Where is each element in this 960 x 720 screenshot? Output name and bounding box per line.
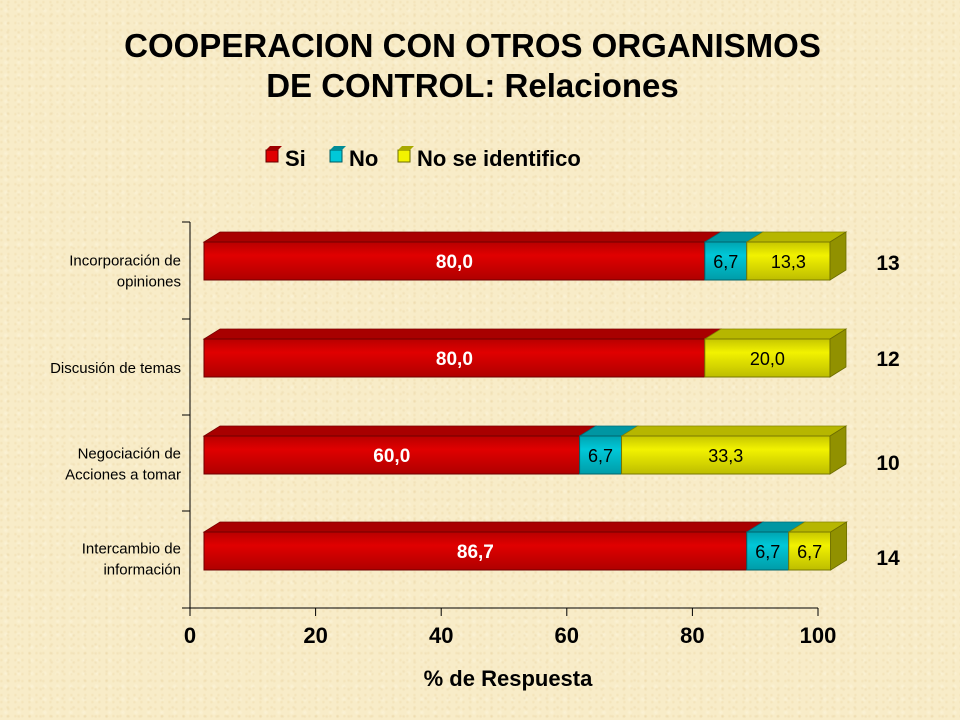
category-label: Intercambio de — [82, 541, 181, 558]
data-label: 6,7 — [755, 542, 780, 562]
data-label: 13,3 — [771, 252, 806, 272]
data-label: 6,7 — [588, 446, 613, 466]
bar-top-face — [620, 425, 848, 437]
category-label: información — [103, 562, 181, 579]
data-label: 86,7 — [457, 542, 494, 563]
legend-swatch-top — [266, 146, 282, 150]
x-tick-label: 20 — [303, 623, 327, 648]
data-label: 80,0 — [436, 252, 473, 273]
category-label: Negociación de — [78, 446, 181, 463]
legend-label: No — [349, 146, 378, 171]
bar-side-face — [830, 521, 848, 571]
bar-top-face — [202, 425, 597, 437]
bar-segment-no — [579, 435, 623, 475]
x-tick-label: 40 — [429, 623, 453, 648]
bar-segment-si — [203, 435, 581, 475]
x-tick-label: 0 — [184, 623, 196, 648]
legend-swatch-top — [398, 146, 414, 150]
bar-segment-si — [203, 531, 748, 571]
category-label: opiniones — [117, 274, 181, 291]
bar-top-face — [202, 521, 765, 533]
response-count: 10 — [876, 452, 899, 475]
data-label: 20,0 — [750, 349, 785, 369]
category-label: Discusión de temas — [50, 360, 181, 377]
response-count: 14 — [876, 547, 900, 570]
response-count: 12 — [876, 348, 899, 371]
legend-swatch — [265, 149, 279, 163]
bar-top-face — [703, 328, 848, 340]
bar-segment-no-se-identifico — [621, 435, 831, 475]
data-label: 60,0 — [373, 446, 410, 467]
data-label: 6,7 — [713, 252, 738, 272]
legend-label: No se identifico — [417, 146, 581, 171]
data-label: 33,3 — [708, 446, 743, 466]
bar-side-face — [829, 425, 847, 475]
chart-title-line-1: COOPERACION CON OTROS ORGANISMOS — [124, 27, 821, 64]
bar-side-face — [829, 231, 847, 281]
bar-segment-no — [704, 241, 748, 281]
bar-segment-no — [746, 531, 790, 571]
legend-label: Si — [285, 146, 306, 171]
response-count: 13 — [876, 252, 899, 275]
legend-swatch — [397, 149, 411, 163]
x-tick-label: 80 — [680, 623, 704, 648]
bar-top-face — [202, 328, 723, 340]
bar-top-face — [202, 231, 723, 243]
x-tick-label: 100 — [800, 623, 837, 648]
legend-swatch — [329, 149, 343, 163]
bar-side-face — [829, 328, 847, 378]
data-label: 6,7 — [797, 542, 822, 562]
bar-top-face — [745, 231, 848, 243]
category-label: Acciones a tomar — [65, 467, 181, 484]
x-axis-title: % de Respuesta — [424, 666, 593, 691]
category-label: Incorporación de — [69, 253, 181, 270]
x-tick-label: 60 — [555, 623, 579, 648]
data-label: 80,0 — [436, 349, 473, 370]
chart-title: COOPERACION CON OTROS ORGANISMOS DE CONT… — [0, 26, 945, 106]
legend-swatch-top — [330, 146, 346, 150]
bar-segment-no-se-identifico — [788, 531, 832, 571]
bar-segment-no-se-identifico — [746, 241, 831, 281]
chart-title-line-2: DE CONTROL: Relaciones — [266, 67, 679, 104]
bar-segment-no-se-identifico — [704, 338, 831, 378]
bar-segment-si — [203, 241, 706, 281]
